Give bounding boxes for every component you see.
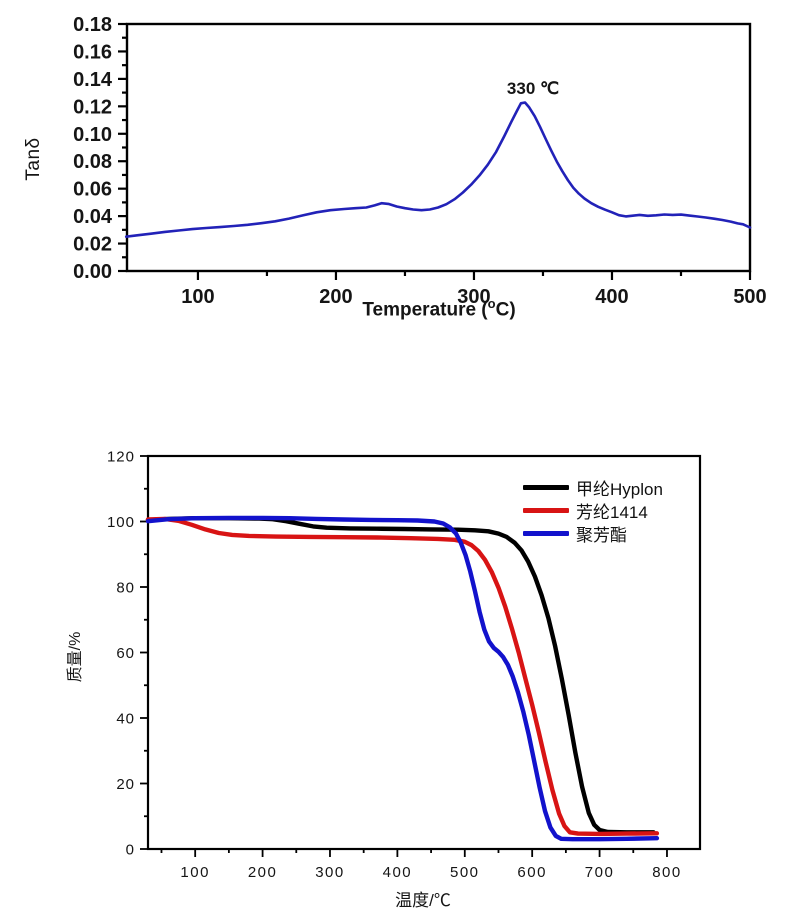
legend: 甲纶Hyplon 芳纶1414 聚芳酯 <box>523 476 663 545</box>
x-tick-label: 500 <box>450 864 480 881</box>
y-tick-label: 0.18 <box>73 14 112 36</box>
legend-label: 聚芳酯 <box>576 526 627 545</box>
y-tick-label: 0 <box>126 841 135 858</box>
y-tick-label: 60 <box>116 645 135 662</box>
legend-swatch-black-line <box>523 485 569 490</box>
x-axis-label-text: Temperature ( <box>362 299 488 321</box>
y-tick-label: 100 <box>107 514 135 531</box>
tand-chart-x-axis-label: Temperature (oC) <box>327 296 551 321</box>
x-tick-label: 100 <box>181 286 214 308</box>
fanglun-1414-curve <box>145 516 660 837</box>
y-tick-label: 40 <box>116 710 135 727</box>
x-tick-label: 200 <box>319 286 352 308</box>
x-tick-label: 300 <box>315 864 345 881</box>
x-tick-label: 200 <box>248 864 278 881</box>
jufangzhi-curve <box>145 515 660 842</box>
x-tick-label: 400 <box>383 864 413 881</box>
y-tick-label: 0.14 <box>73 69 113 91</box>
tga-mass-vs-temperature-plot: 100 200 300 400 500 600 700 800 0 20 40 60 80 100 120 <box>107 448 702 881</box>
tand-curve <box>124 101 752 238</box>
y-tick-label: 0.00 <box>73 261 112 283</box>
legend-label: 芳纶1414 <box>576 503 648 522</box>
x-tick-label: 700 <box>585 864 615 881</box>
peak-annotation: 330 ℃ <box>506 79 560 98</box>
y-tick-label: 0.06 <box>73 179 112 201</box>
legend-item-jufangzhi: 聚芳酯 <box>523 522 663 545</box>
x-tick-label: 100 <box>180 864 210 881</box>
y-tick-label: 20 <box>116 776 135 793</box>
legend-swatch-blue-line <box>523 531 569 536</box>
tand-chart-y-axis-label: Tanδ <box>23 137 44 181</box>
x-tick-label: 600 <box>517 864 547 881</box>
x-tick-label: 500 <box>733 286 766 308</box>
tga-chart-y-axis-label: 质量/% <box>67 631 84 683</box>
x-tick-label: 400 <box>595 286 628 308</box>
legend-item-fanglun-1414: 芳纶1414 <box>523 499 663 522</box>
legend-label: 甲纶Hyplon <box>576 480 663 499</box>
tga-chart-x-axis-label: 温度/℃ <box>395 891 451 910</box>
y-tick-label: 0.08 <box>73 151 112 173</box>
y-tick-label: 0.10 <box>73 124 112 146</box>
degree-superscript: o <box>487 296 496 311</box>
y-tick-label: 80 <box>116 579 135 596</box>
y-tick-label: 0.02 <box>73 234 112 256</box>
x-tick-label: 800 <box>652 864 682 881</box>
y-tick-label: 0.04 <box>73 206 113 228</box>
tand-vs-temperature-plot: 100 200 300 400 500 0.00 0.02 0.04 0.06 0.08 0.10 0… <box>73 14 767 308</box>
y-tick-label: 0.16 <box>73 41 112 63</box>
plot-frame <box>125 22 752 273</box>
legend-item-jialun-hyplon: 甲纶Hyplon <box>523 476 663 499</box>
jialun-hyplon-curve <box>145 516 656 835</box>
x-axis-label-unit: C) <box>495 299 516 321</box>
y-tick-label: 0.12 <box>73 96 112 118</box>
legend-swatch-red-line <box>523 508 569 513</box>
y-tick-label: 120 <box>107 448 135 465</box>
x-tick-label: 300 <box>457 286 490 308</box>
